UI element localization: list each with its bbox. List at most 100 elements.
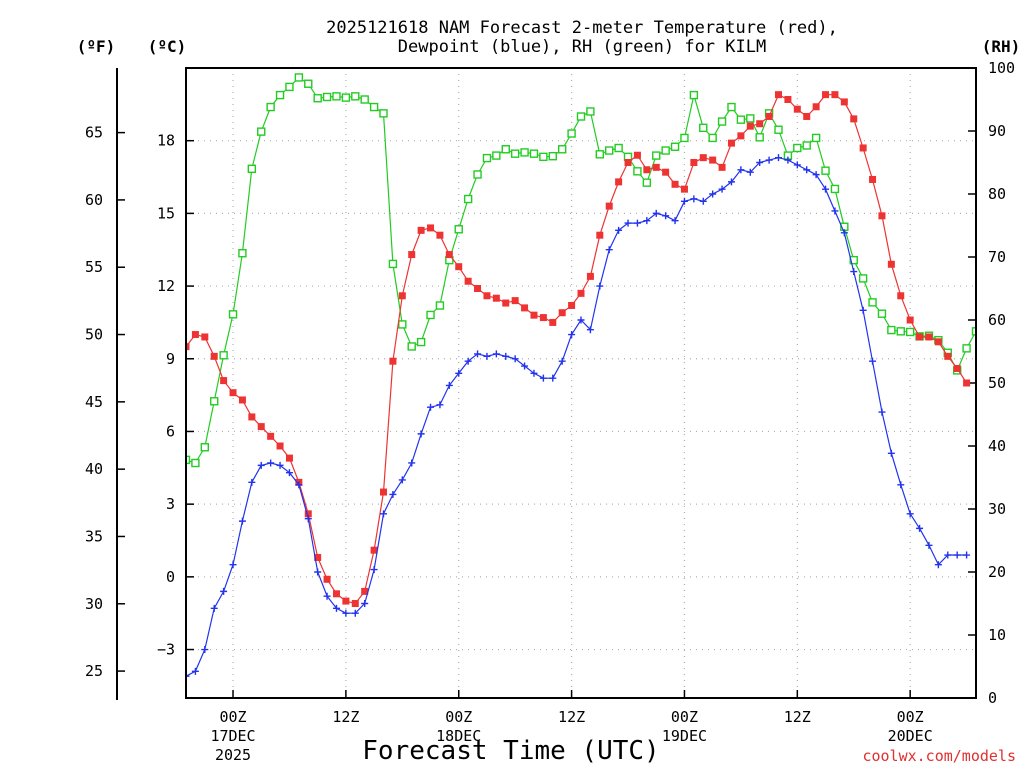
temperature-point-7 [248,413,256,421]
temperature-point-45 [605,202,613,210]
rh-point-60 [746,114,755,123]
temperature-point-50 [652,163,660,171]
dewpoint-point-10 [276,461,284,469]
temperature-point-32 [483,292,491,300]
dewpoint-point-28 [445,381,453,389]
temperature-point-63 [775,91,782,99]
rh-point-38 [539,152,548,162]
credit-label: coolwx.com/models [862,747,1016,765]
rh-point-35 [510,149,520,158]
dewpoint-point-78 [916,524,924,532]
celsius-tick-label-7: 18 [157,132,175,150]
time-tick-year-0: 2025 [215,746,251,764]
dewpoint-point-40 [558,357,566,365]
temperature-point-40 [558,309,566,317]
dewpoint-point-19 [361,600,369,607]
temperature-point-28 [445,251,453,259]
rh-point-26 [426,310,435,320]
dewpoint-point-66 [803,166,811,174]
rh-point-21 [379,109,388,118]
dewpoint-point-72 [859,306,867,314]
celsius-tick-label-2: 3 [166,495,175,513]
temperature-point-79 [925,333,933,341]
rh-point-59 [736,115,746,124]
dewpoint-point-32 [483,352,491,360]
dewpoint-point-11 [285,469,293,477]
temperature-point-27 [436,231,444,239]
temperature-point-49 [643,166,651,174]
dewpoint-point-36 [521,362,529,370]
dewpoint-point-61 [756,159,764,166]
dewpoint-point-33 [492,350,500,358]
fahrenheit-tick-label-8: 65 [85,124,103,142]
temperature-point-78 [916,333,924,341]
rh-point-49 [642,178,652,187]
rh-point-27 [435,301,445,310]
dewpoint-point-55 [699,197,707,205]
dewpoint-point-65 [793,161,801,169]
dewpoint-point-58 [727,178,735,186]
dewpoint-point-7 [248,478,256,486]
dewpoint-point-34 [502,352,510,360]
rh-point-3 [210,397,219,406]
dewpoint-point-29 [455,369,463,377]
dewpoint-point-80 [934,561,942,569]
rh-point-46 [614,143,623,153]
rh-point-66 [802,141,811,150]
dewpoint-point-43 [586,326,594,334]
dewpoint-point-57 [718,185,726,193]
dewpoint-point-56 [709,190,717,198]
dewpoint-point-81 [944,551,952,559]
rh-point-84 [971,327,976,336]
dewpoint-point-12 [295,481,303,489]
time-tick-label-5: 12Z [784,708,811,726]
rh-point-15 [322,92,332,102]
fahrenheit-tick-label-2: 35 [85,527,103,545]
fahrenheit-tick-label-4: 45 [85,393,103,411]
temperature-point-42 [577,289,585,297]
chart-subtitle: Dewpoint (blue), RH (green) for KILM [398,37,766,57]
dewpoint-point-21 [380,510,387,518]
rh-point-83 [962,344,971,353]
dewpoint-point-69 [831,207,839,215]
temperature-point-16 [332,590,340,598]
dewpoint-point-20 [370,566,378,574]
rh-point-14 [313,94,322,103]
fahrenheit-unit-label: (ºF) [77,37,116,56]
rh-point-73 [868,298,877,307]
rh-point-51 [661,146,670,155]
dewpoint-point-14 [314,568,322,576]
rh-point-17 [341,93,351,102]
dewpoint-point-5 [229,561,237,569]
temperature-point-47 [624,159,632,166]
dewpoint-point-9 [267,459,275,467]
rh-point-71 [849,255,858,265]
dewpoint-point-0 [186,672,190,680]
temperature-point-44 [596,231,604,239]
rh-point-54 [689,90,699,100]
dewpoint-point-4 [220,587,228,595]
temperature-point-1 [191,331,199,339]
temperature-point-11 [285,454,293,462]
temperature-point-20 [370,546,378,554]
time-tick-label-1: 12Z [332,708,359,726]
celsius-axis: −3 0 3 6 9 12 15 18 [157,132,194,659]
dewpoint-point-13 [304,515,312,523]
dewpoint-point-82 [953,551,961,559]
temperature-point-53 [680,185,688,193]
rh-point-39 [548,151,557,161]
rh-tick-label-6: 60 [988,311,1006,329]
dewpoint-point-2 [201,646,209,654]
dewpoint-point-30 [464,357,472,365]
celsius-unit-label: (ºC) [148,37,187,56]
rh-point-9 [266,102,275,112]
rh-tick-label-5: 50 [988,374,1006,392]
celsius-tick-label-0: −3 [157,641,175,659]
chart-title: 2025121618 NAM Forecast 2-meter Temperat… [326,18,838,38]
rh-point-10 [275,90,285,100]
rh-point-19 [360,95,369,104]
dewpoint-point-67 [812,171,820,179]
rh-point-37 [529,149,539,158]
dewpoint-point-68 [822,185,830,193]
dewpoint-point-46 [615,226,623,234]
